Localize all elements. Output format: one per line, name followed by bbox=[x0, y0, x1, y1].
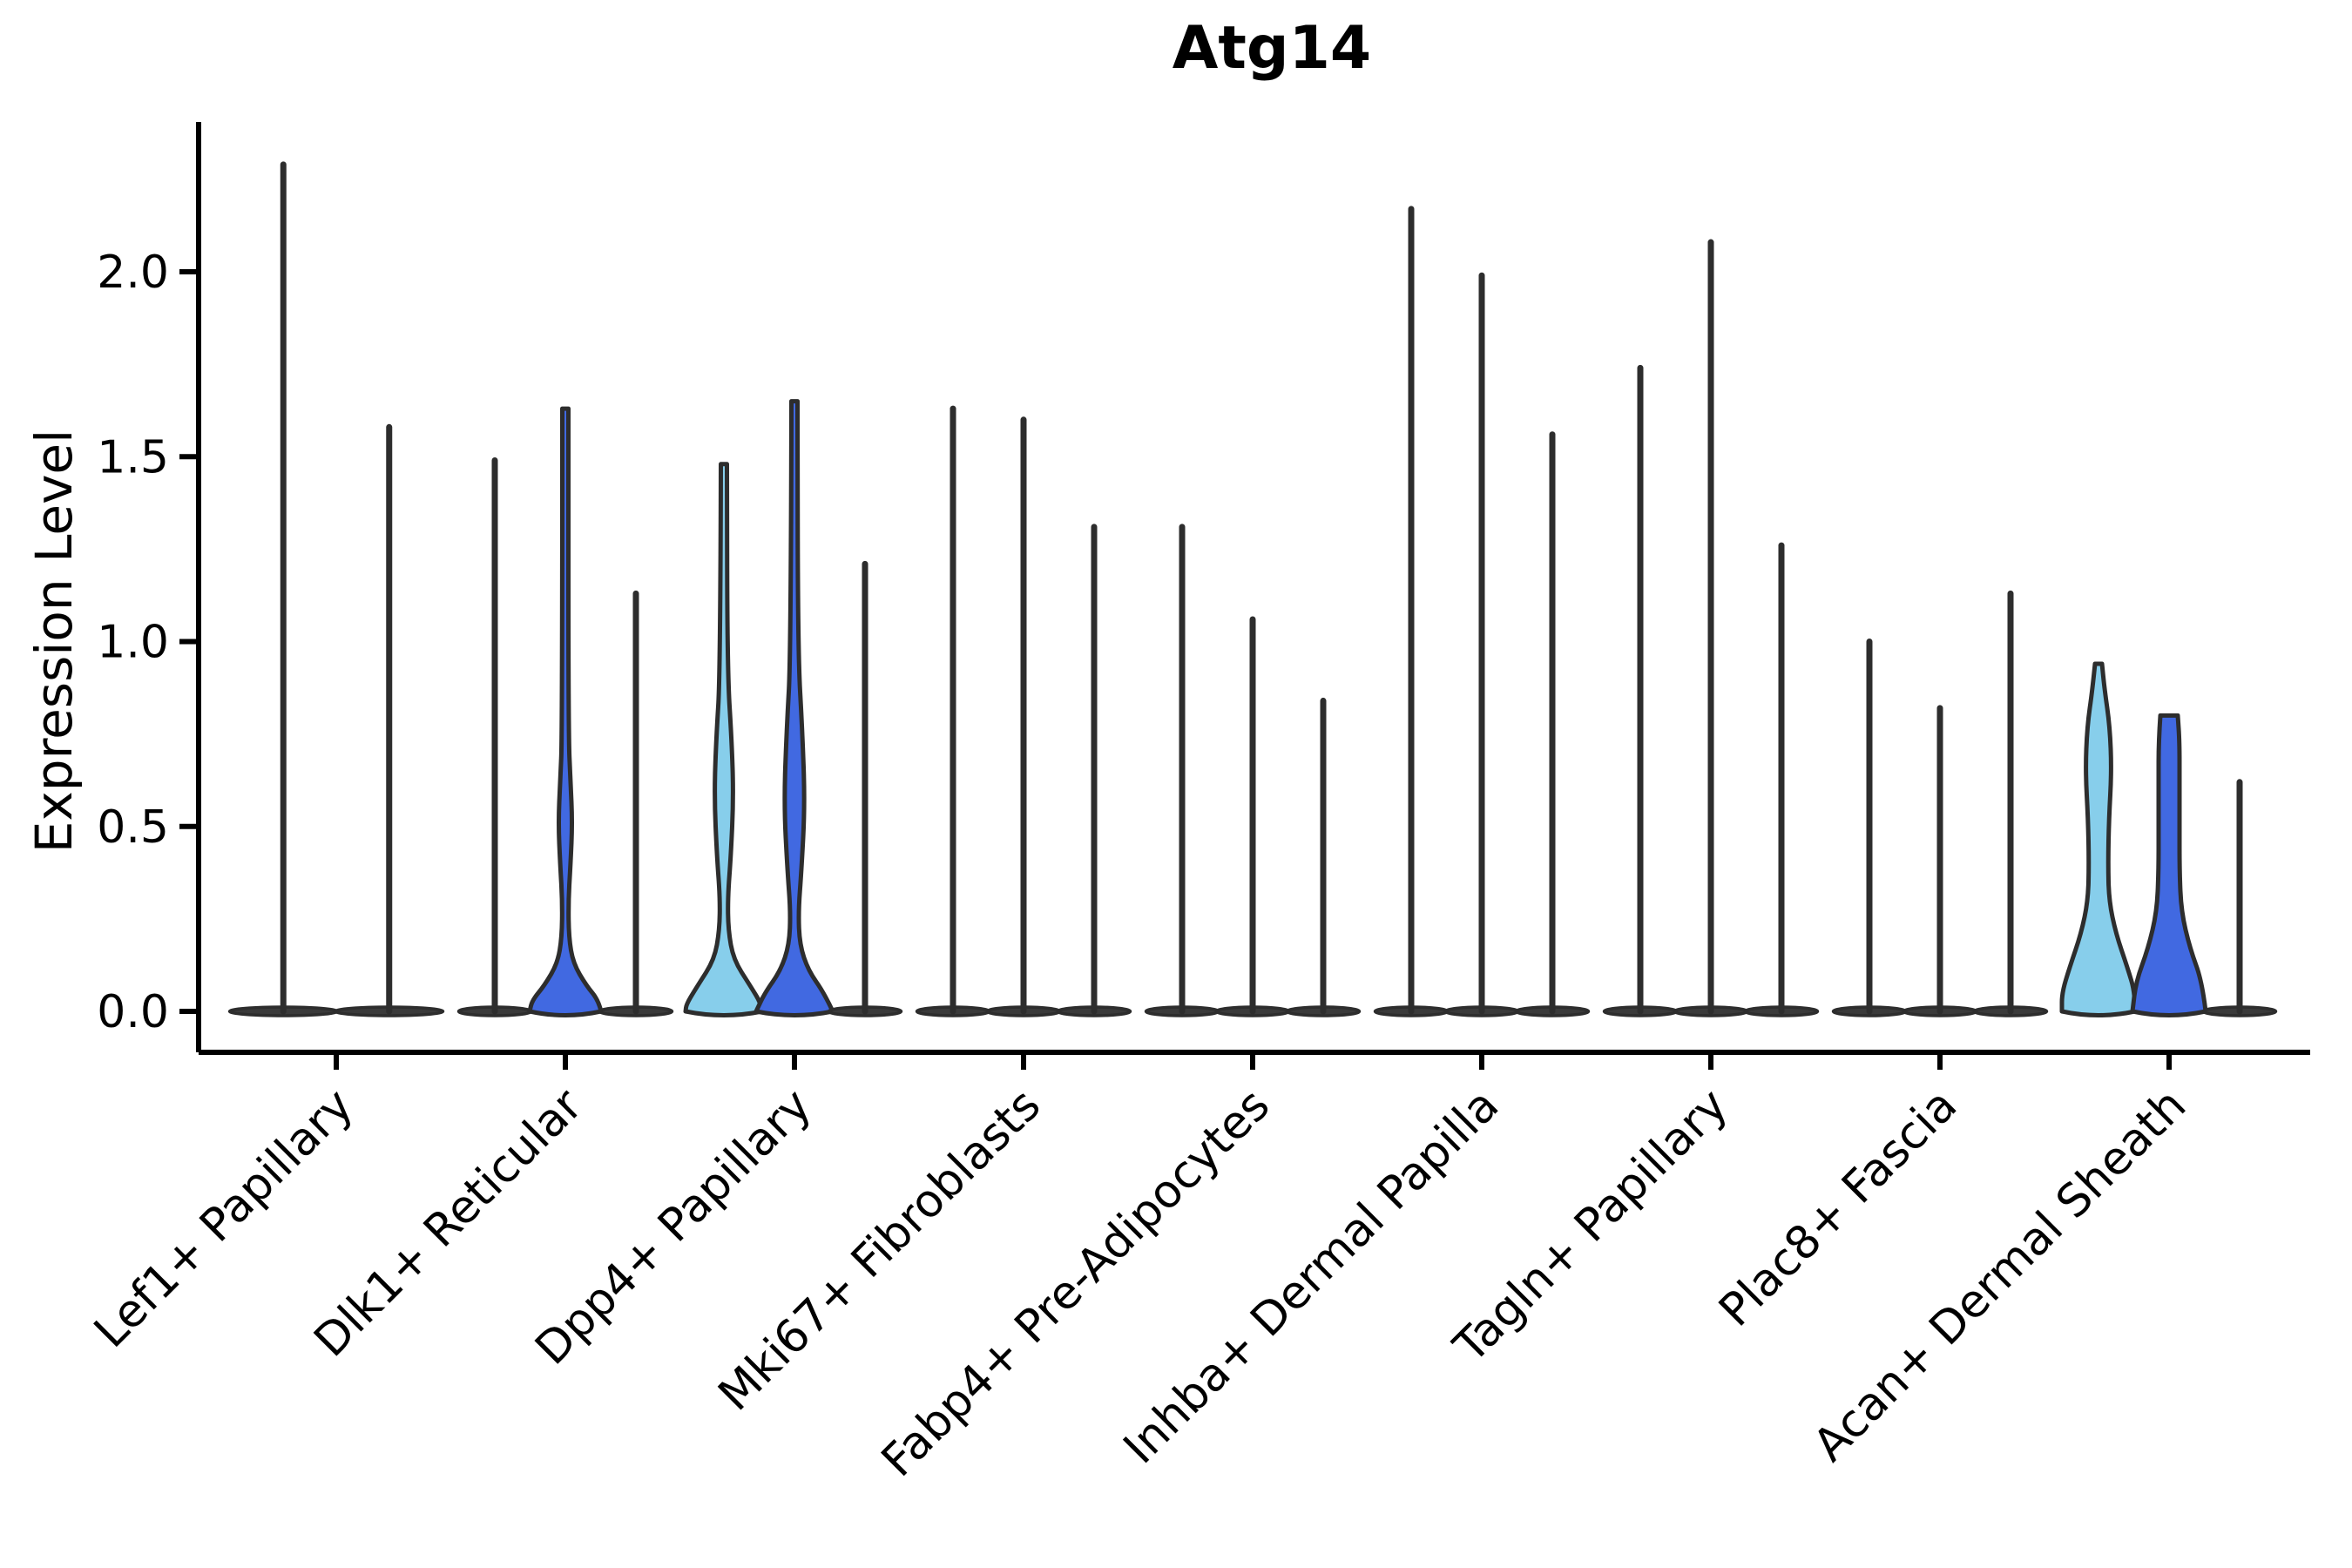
y-tick-label: 0.5 bbox=[97, 801, 169, 854]
violins-layer bbox=[227, 161, 2278, 1017]
y-tick-label: 2.0 bbox=[97, 247, 169, 299]
x-tick-label: Plac8+ Fascia bbox=[1709, 1079, 1967, 1337]
violin bbox=[683, 462, 765, 1017]
y-tick-label: 0.0 bbox=[97, 986, 169, 1038]
x-tick-label: Inhba+ Dermal Papilla bbox=[1114, 1079, 1509, 1474]
violin bbox=[2059, 661, 2138, 1017]
x-tick-label: Acan+ Dermal Sheath bbox=[1804, 1079, 2197, 1472]
violin bbox=[754, 399, 835, 1017]
chart-title: Atg14 bbox=[1173, 14, 1371, 83]
y-tick-label: 1.5 bbox=[97, 431, 169, 483]
axes-layer bbox=[179, 122, 2310, 1070]
violin bbox=[2130, 713, 2208, 1017]
y-axis-label: Expression Level bbox=[24, 429, 84, 853]
y-tick-label: 1.0 bbox=[97, 617, 169, 669]
x-tick-label: Fabp4+ Pre-Adipocytes bbox=[872, 1079, 1280, 1487]
violin bbox=[527, 406, 604, 1017]
